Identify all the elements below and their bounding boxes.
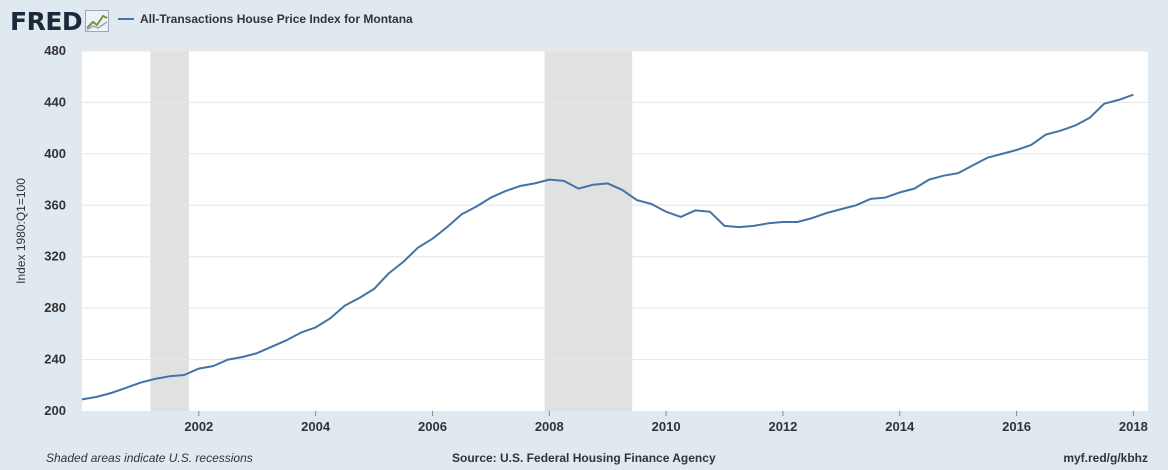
recession-band — [544, 51, 633, 411]
recession-band — [150, 51, 189, 411]
y-tick-label: 240 — [44, 352, 66, 367]
y-tick-label: 200 — [44, 403, 66, 418]
fred-logo[interactable]: FRED — [10, 6, 110, 36]
x-tick-label: 2008 — [535, 419, 564, 434]
fred-logo-text: FRED — [10, 6, 83, 36]
x-tick-label: 2002 — [184, 419, 213, 434]
source-note: Source: U.S. Federal Housing Finance Age… — [452, 451, 716, 465]
x-tick-label: 2012 — [768, 419, 797, 434]
y-tick-label: 440 — [44, 94, 66, 109]
y-tick-label: 320 — [44, 249, 66, 264]
x-tick-label: 2018 — [1119, 419, 1148, 434]
short-link[interactable]: myf.red/g/kbhz — [1063, 451, 1148, 465]
y-tick-label: 400 — [44, 146, 66, 161]
y-tick-label: 480 — [44, 43, 66, 58]
y-tick-label: 280 — [44, 300, 66, 315]
x-tick-label: 2006 — [418, 419, 447, 434]
y-tick-label: 360 — [44, 197, 66, 212]
y-axis-label: Index 1980:Q1=100 — [14, 178, 28, 284]
series-line — [81, 93, 1134, 401]
x-tick-label: 2014 — [885, 419, 915, 434]
line-chart-icon — [85, 10, 110, 32]
legend-swatch — [118, 18, 134, 20]
legend-label: All-Transactions House Price Index for M… — [140, 12, 413, 26]
x-tick-label: 2010 — [652, 419, 681, 434]
x-tick-label: 2004 — [301, 419, 331, 434]
x-tick-label: 2016 — [1002, 419, 1031, 434]
chart-legend[interactable]: All-Transactions House Price Index for M… — [118, 12, 413, 26]
recession-note: Shaded areas indicate U.S. recessions — [46, 451, 253, 465]
